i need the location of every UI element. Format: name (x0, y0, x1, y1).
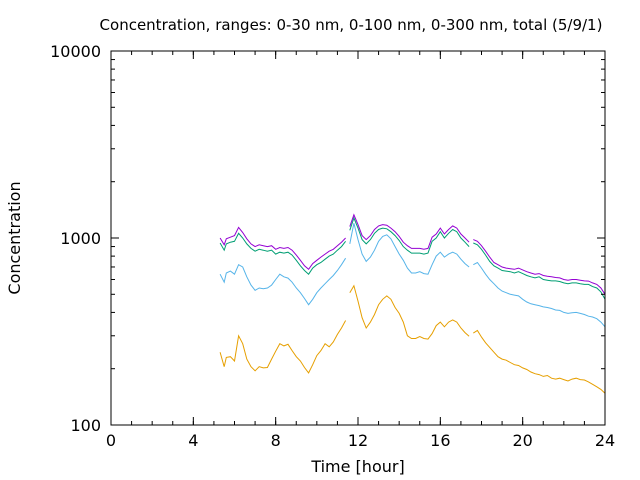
series-line-4 (219, 226, 346, 271)
series-line-3 (349, 216, 470, 255)
chart-title: Concentration, ranges: 0-30 nm, 0-100 nm… (100, 16, 603, 34)
x-axis-label: Time [hour] (310, 457, 404, 476)
x-tick-label: 24 (595, 431, 615, 450)
plot-frame (110, 50, 606, 426)
x-tick-label: 16 (430, 431, 450, 450)
series-line-4 (349, 213, 470, 250)
x-tick-label: 12 (348, 431, 368, 450)
y-tick-label: 1000 (60, 229, 101, 248)
x-tick-label: 20 (512, 431, 532, 450)
axis-ticks: 0 4 8 12 16 20 24 100 1000 10000 (50, 42, 615, 450)
x-tick-label: 8 (271, 431, 281, 450)
y-tick-label: 100 (70, 416, 101, 435)
series-line-2 (349, 223, 470, 275)
series-line-1 (473, 329, 606, 394)
series-group (219, 213, 606, 394)
y-axis-label: Concentration (5, 181, 24, 294)
x-tick-label: 4 (188, 431, 198, 450)
series-line-4 (473, 239, 606, 295)
series-line-1 (349, 284, 470, 340)
series-line-3 (473, 242, 606, 300)
series-line-3 (219, 232, 346, 275)
x-tick-label: 0 (106, 431, 116, 450)
series-line-2 (473, 261, 606, 328)
y-tick-label: 10000 (50, 42, 101, 61)
series-line-1 (219, 320, 347, 374)
series-line-2 (219, 257, 347, 306)
